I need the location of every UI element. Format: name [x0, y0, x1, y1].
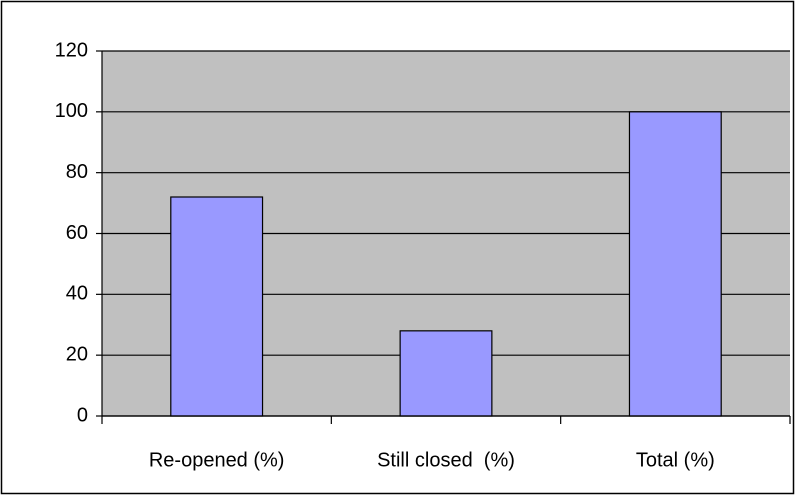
y-tick-label: 80 [66, 161, 88, 183]
y-tick-label: 120 [55, 39, 88, 61]
x-tick-label: Re-opened (%) [149, 449, 285, 471]
bar [628, 111, 722, 417]
y-tick-label: 100 [55, 100, 88, 122]
x-tick-label: Total (%) [636, 449, 715, 471]
y-tick-label: 0 [77, 404, 88, 426]
x-tick-label: Still closed (%) [377, 449, 515, 471]
bar [399, 330, 493, 417]
bar [170, 196, 264, 417]
y-tick-label: 20 [66, 343, 88, 365]
y-tick-label: 40 [66, 283, 88, 305]
y-tick-label: 60 [66, 222, 88, 244]
